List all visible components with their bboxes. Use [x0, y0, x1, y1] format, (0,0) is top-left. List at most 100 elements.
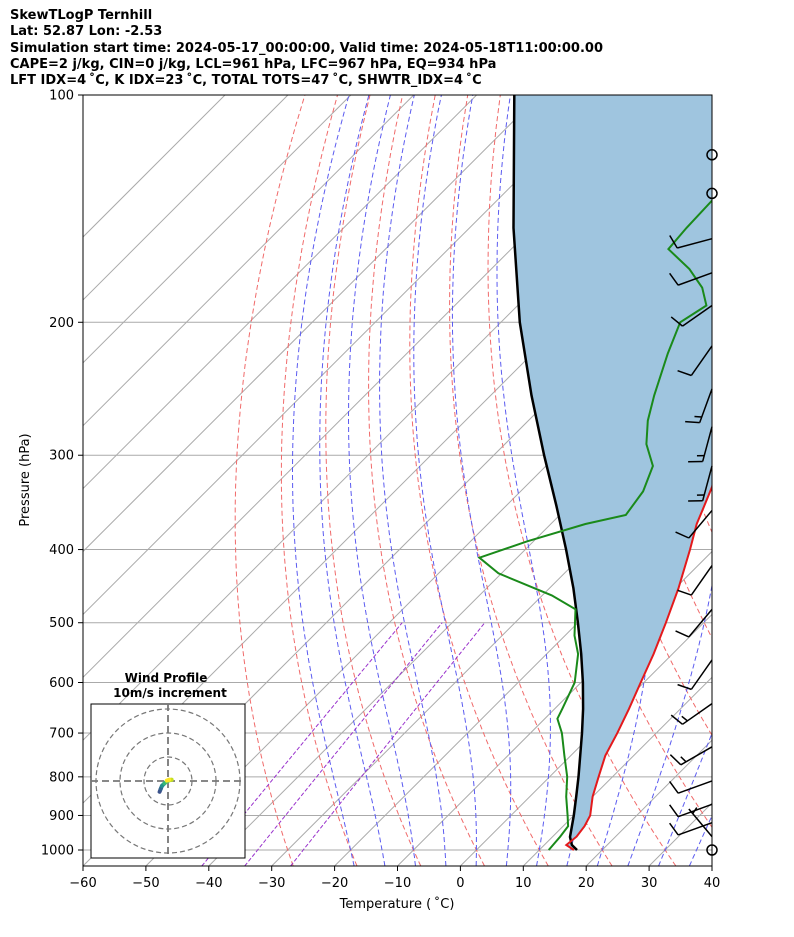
y-tick-label: 300	[49, 449, 74, 464]
barb-flag	[675, 630, 690, 638]
x-tick-label: 10	[515, 876, 532, 891]
wind-barb	[688, 465, 713, 502]
x-tick-label: −50	[132, 876, 159, 891]
barb-staff	[677, 780, 713, 794]
moist-adiabat-line	[720, 95, 794, 866]
isotherm-line	[83, 95, 477, 490]
barb-flag	[669, 780, 679, 794]
isotherm-line	[334, 487, 712, 866]
y-tick-label: 400	[49, 543, 74, 558]
wind-barb	[669, 272, 713, 286]
y-tick-label: 800	[49, 770, 74, 785]
barb-flag	[677, 683, 692, 691]
moist-adiabat-line	[627, 95, 712, 866]
dry-adiabat-line	[325, 95, 422, 866]
x-axis-label: Temperature ( ˚C)	[339, 896, 455, 912]
dry-adiabat-line	[761, 95, 794, 866]
x-tick-label: −30	[258, 876, 285, 891]
barb-staff	[677, 237, 713, 249]
barb-staff	[677, 803, 713, 818]
hodograph-segment	[164, 777, 172, 783]
wind-barb	[706, 149, 718, 161]
isotherm-line	[83, 95, 540, 553]
barb-flag	[670, 714, 683, 725]
chart-title: SkewTLogP Ternhill	[10, 8, 153, 23]
y-tick-label: 500	[49, 616, 74, 631]
wind-barb	[706, 844, 718, 856]
wind-barbs	[669, 149, 718, 856]
dewpoint-profile-line	[477, 199, 712, 851]
wind-barb	[669, 821, 713, 836]
barb-flag	[677, 589, 692, 596]
barb-staff	[677, 821, 713, 836]
cape-shading	[513, 95, 712, 850]
y-tick-label: 1000	[41, 844, 74, 859]
wind-barb	[670, 304, 713, 327]
calm-wind-circle	[706, 149, 718, 161]
barb-staff	[690, 659, 713, 690]
barb-flag	[669, 272, 679, 286]
barb-flag	[675, 531, 690, 539]
barb-half-flag	[680, 756, 687, 763]
x-tick-label: 40	[704, 876, 721, 891]
barb-flag	[669, 804, 679, 818]
time-line: Simulation start time: 2024-05-17_00:00:…	[10, 40, 603, 56]
barb-flag	[670, 316, 683, 327]
y-tick-label: 100	[49, 89, 74, 104]
barb-staff	[701, 426, 713, 462]
isotherm-line	[711, 865, 712, 866]
calm-wind-circle	[706, 844, 718, 856]
x-tick-label: −40	[195, 876, 222, 891]
barb-staff	[677, 272, 713, 286]
parcel-profile-line	[512, 95, 585, 851]
wind-barb	[670, 703, 713, 725]
cape-line: CAPE=2 j/kg, CIN=0 j/kg, LCL=961 hPa, LF…	[10, 56, 497, 72]
x-axis-ticks: −60 −50 −40 −30 −20 −10 0 10 20 30 40	[69, 866, 720, 891]
y-tick-label: 600	[49, 676, 74, 691]
barb-flag	[669, 822, 679, 836]
barb-staff	[688, 509, 713, 539]
wind-barb	[675, 509, 713, 539]
hodograph-title: Wind Profile	[125, 671, 208, 685]
chart-header: SkewTLogP Ternhill Lat: 52.87 Lon: -2.53…	[10, 8, 603, 89]
cape-area	[513, 95, 712, 850]
moist-adiabat-line	[496, 95, 551, 866]
calm-wind-circle	[706, 187, 718, 200]
wind-barb	[675, 608, 713, 638]
dry-adiabat-line	[234, 95, 306, 866]
wind-barb	[706, 187, 718, 200]
isotherm-line	[145, 299, 712, 866]
isotherm-line	[83, 95, 603, 616]
isotherm-line	[83, 95, 352, 364]
dry-adiabat-line	[449, 95, 613, 866]
wind-barb	[688, 426, 713, 463]
wind-barb	[669, 746, 713, 766]
y-tick-label: 200	[49, 316, 74, 331]
profiles	[477, 95, 712, 851]
wind-barb	[669, 780, 713, 794]
dry-adiabat-line	[728, 95, 794, 866]
moist-adiabat-line	[348, 95, 416, 866]
x-tick-label: 0	[456, 876, 464, 891]
wind-barb	[669, 235, 713, 249]
isotherm-line	[397, 550, 712, 866]
dry-adiabat-line	[368, 95, 485, 866]
y-axis-ticks: 1000 900 800 700 600 500 400 300 200 100	[41, 89, 83, 859]
x-tick-label: −60	[69, 876, 96, 891]
barb-staff	[688, 608, 713, 638]
moist-adiabat-line	[451, 95, 512, 866]
x-tick-label: −10	[384, 876, 411, 891]
isotherm-line	[83, 95, 415, 427]
dry-adiabat-line	[280, 95, 358, 866]
wind-barb	[677, 345, 713, 377]
hodograph-inset: Wind Profile 10m/s increment	[90, 671, 246, 859]
barb-staff	[682, 304, 713, 327]
dry-adiabat-line	[487, 95, 677, 866]
isotherm-line	[83, 95, 226, 238]
dry-adiabat-line	[409, 95, 549, 866]
wind-barb	[677, 659, 713, 691]
wind-barb	[669, 803, 713, 818]
barb-staff	[690, 345, 713, 376]
wind-barb	[677, 565, 713, 596]
